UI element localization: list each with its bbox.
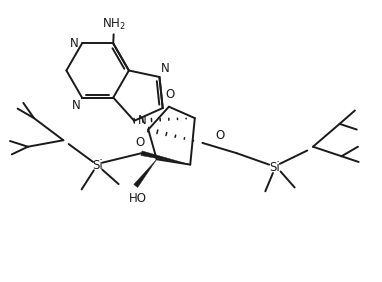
Text: N: N [72,99,81,112]
Text: N: N [70,37,79,50]
Text: N: N [138,114,147,127]
Text: HO: HO [129,192,147,206]
Text: O: O [135,136,144,149]
Polygon shape [134,159,157,188]
Text: O: O [215,129,224,142]
Text: N: N [161,62,170,75]
Text: NH$_2$: NH$_2$ [102,17,126,32]
Text: O: O [165,88,174,101]
Text: Si: Si [92,159,103,172]
Polygon shape [141,151,190,165]
Text: Si: Si [269,161,280,174]
